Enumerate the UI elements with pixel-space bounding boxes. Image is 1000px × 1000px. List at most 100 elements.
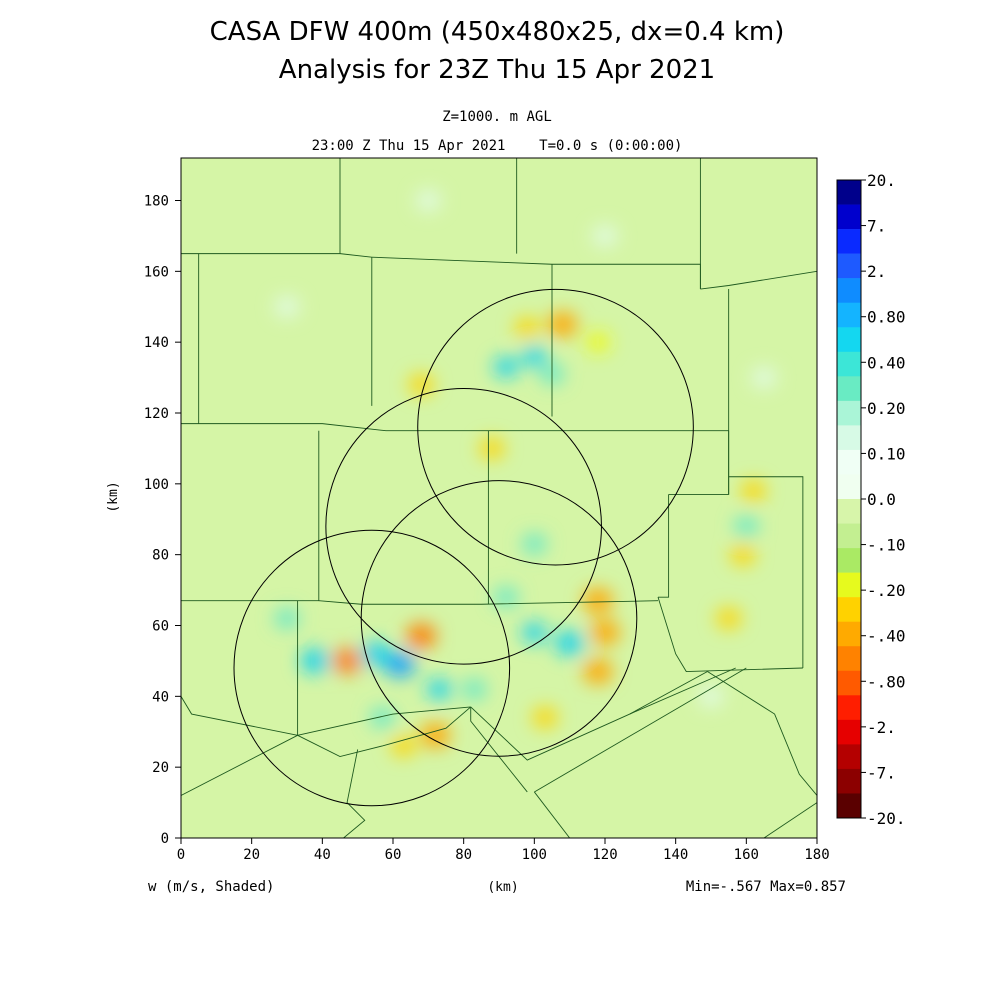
colorbar-swatch	[837, 474, 861, 500]
colorbar-label: 0.80	[867, 308, 906, 327]
footer-variable: w (m/s, Shaded)	[148, 879, 274, 895]
y-tick-label: 180	[144, 194, 169, 210]
x-tick-label: 120	[592, 847, 617, 863]
colorbar-swatch	[837, 793, 861, 819]
plot-background	[181, 158, 817, 838]
y-tick-label: 60	[152, 619, 169, 635]
x-tick-label: 0	[177, 847, 185, 863]
downdraft-cell	[461, 678, 487, 700]
colorbar-label: -.80	[867, 672, 906, 691]
downdraft-cell	[426, 678, 452, 700]
downdraft-cell	[521, 622, 547, 644]
w-field	[274, 189, 777, 757]
county-line	[707, 671, 817, 796]
downdraft-cell	[493, 586, 519, 608]
updraft-cell	[514, 317, 540, 339]
y-tick-label: 20	[152, 760, 169, 776]
colorbar-swatch	[837, 302, 861, 328]
footer-xunit: (km)	[487, 880, 518, 895]
county-line	[297, 706, 471, 736]
downdraft-cell	[493, 356, 519, 378]
colorbar-swatch	[837, 548, 861, 573]
downdraft-cell	[415, 189, 441, 212]
x-tick-label: 180	[804, 847, 829, 863]
subtitle-level: Z=1000. m AGL	[442, 109, 552, 125]
downdraft-cell	[751, 367, 777, 389]
colorbar-swatch	[837, 425, 861, 451]
radar-range-rings	[233, 288, 694, 807]
y-tick-label: 160	[144, 264, 169, 280]
colorbar-swatch	[837, 744, 861, 770]
county-line	[763, 802, 817, 838]
county-line	[668, 430, 730, 495]
updraft-cell	[532, 707, 558, 729]
updraft-cell	[391, 735, 416, 757]
y-tick-label: 100	[144, 477, 169, 493]
colorbar-swatch	[837, 278, 861, 303]
county-line	[181, 696, 298, 736]
colorbar-label: -.10	[867, 536, 906, 555]
x-tick-label: 140	[663, 847, 688, 863]
county-line	[343, 749, 366, 838]
x-tick-label: 60	[385, 847, 402, 863]
title-line-1: CASA DFW 400m (450x480x25, dx=0.4 km)	[210, 17, 785, 47]
updraft-cell	[590, 619, 620, 646]
x-tick-label: 160	[734, 847, 759, 863]
downdraft-cell	[274, 607, 300, 629]
colorbar-swatch	[837, 204, 861, 230]
radar-ring	[233, 529, 511, 807]
x-tick-label: 20	[243, 847, 260, 863]
footer-minmax: Min=-.567 Max=0.857	[686, 879, 846, 895]
downdraft-cell	[521, 533, 547, 555]
downdraft-cell	[360, 641, 391, 667]
radar-ring	[360, 480, 638, 757]
colorbar-swatch	[837, 572, 861, 598]
county-line	[657, 597, 803, 672]
updraft-cell	[583, 588, 613, 614]
colorbar-swatch	[837, 400, 861, 426]
colorbar-swatch	[837, 253, 861, 279]
y-axis: 0 20 40 60 80 100 120 140 160 180	[144, 194, 181, 847]
county-line	[533, 791, 571, 838]
radar-ring	[417, 288, 694, 566]
county-line	[470, 671, 708, 761]
updraft-cell	[332, 648, 362, 674]
colorbar-swatch	[837, 327, 861, 353]
y-tick-label: 40	[152, 689, 169, 705]
colorbar-swatch	[837, 695, 861, 721]
colorbar-label: 20.	[867, 171, 896, 190]
updraft-cell	[741, 480, 766, 502]
colorbar-swatch	[837, 597, 861, 622]
colorbar-swatch	[837, 351, 861, 377]
downdraft-cell	[300, 648, 331, 674]
downdraft-cell	[733, 515, 759, 537]
county-line	[318, 600, 659, 605]
y-axis-label: (km)	[106, 481, 121, 512]
updraft-cell	[716, 607, 742, 629]
colorbar-swatch	[837, 768, 861, 794]
plot-frame	[180, 157, 818, 839]
colorbar-swatch	[837, 376, 861, 402]
county-line	[658, 494, 670, 598]
colorbar-label: -.20	[867, 581, 906, 600]
updraft-cell	[547, 311, 578, 338]
updraft-cell	[585, 331, 611, 353]
colorbar-label: 0.40	[867, 353, 906, 372]
county-line	[297, 706, 472, 758]
county-line	[181, 423, 729, 432]
colorbar-label: -7.	[867, 763, 896, 782]
x-axis: 0 20 40 60 80 100 120 140 160 180	[177, 838, 830, 863]
county-line	[728, 476, 804, 668]
colorbar-label: 7.	[867, 217, 886, 236]
colorbar-label: -2.	[867, 718, 896, 737]
x-tick-label: 40	[314, 847, 331, 863]
updraft-cell	[420, 722, 451, 748]
x-tick-label: 80	[455, 847, 472, 863]
downdraft-cell	[554, 630, 585, 656]
downdraft-cell	[274, 296, 300, 318]
county-line	[470, 706, 528, 793]
county-line	[700, 270, 817, 290]
x-tick-label: 100	[522, 847, 547, 863]
downdraft-cell	[521, 345, 547, 367]
